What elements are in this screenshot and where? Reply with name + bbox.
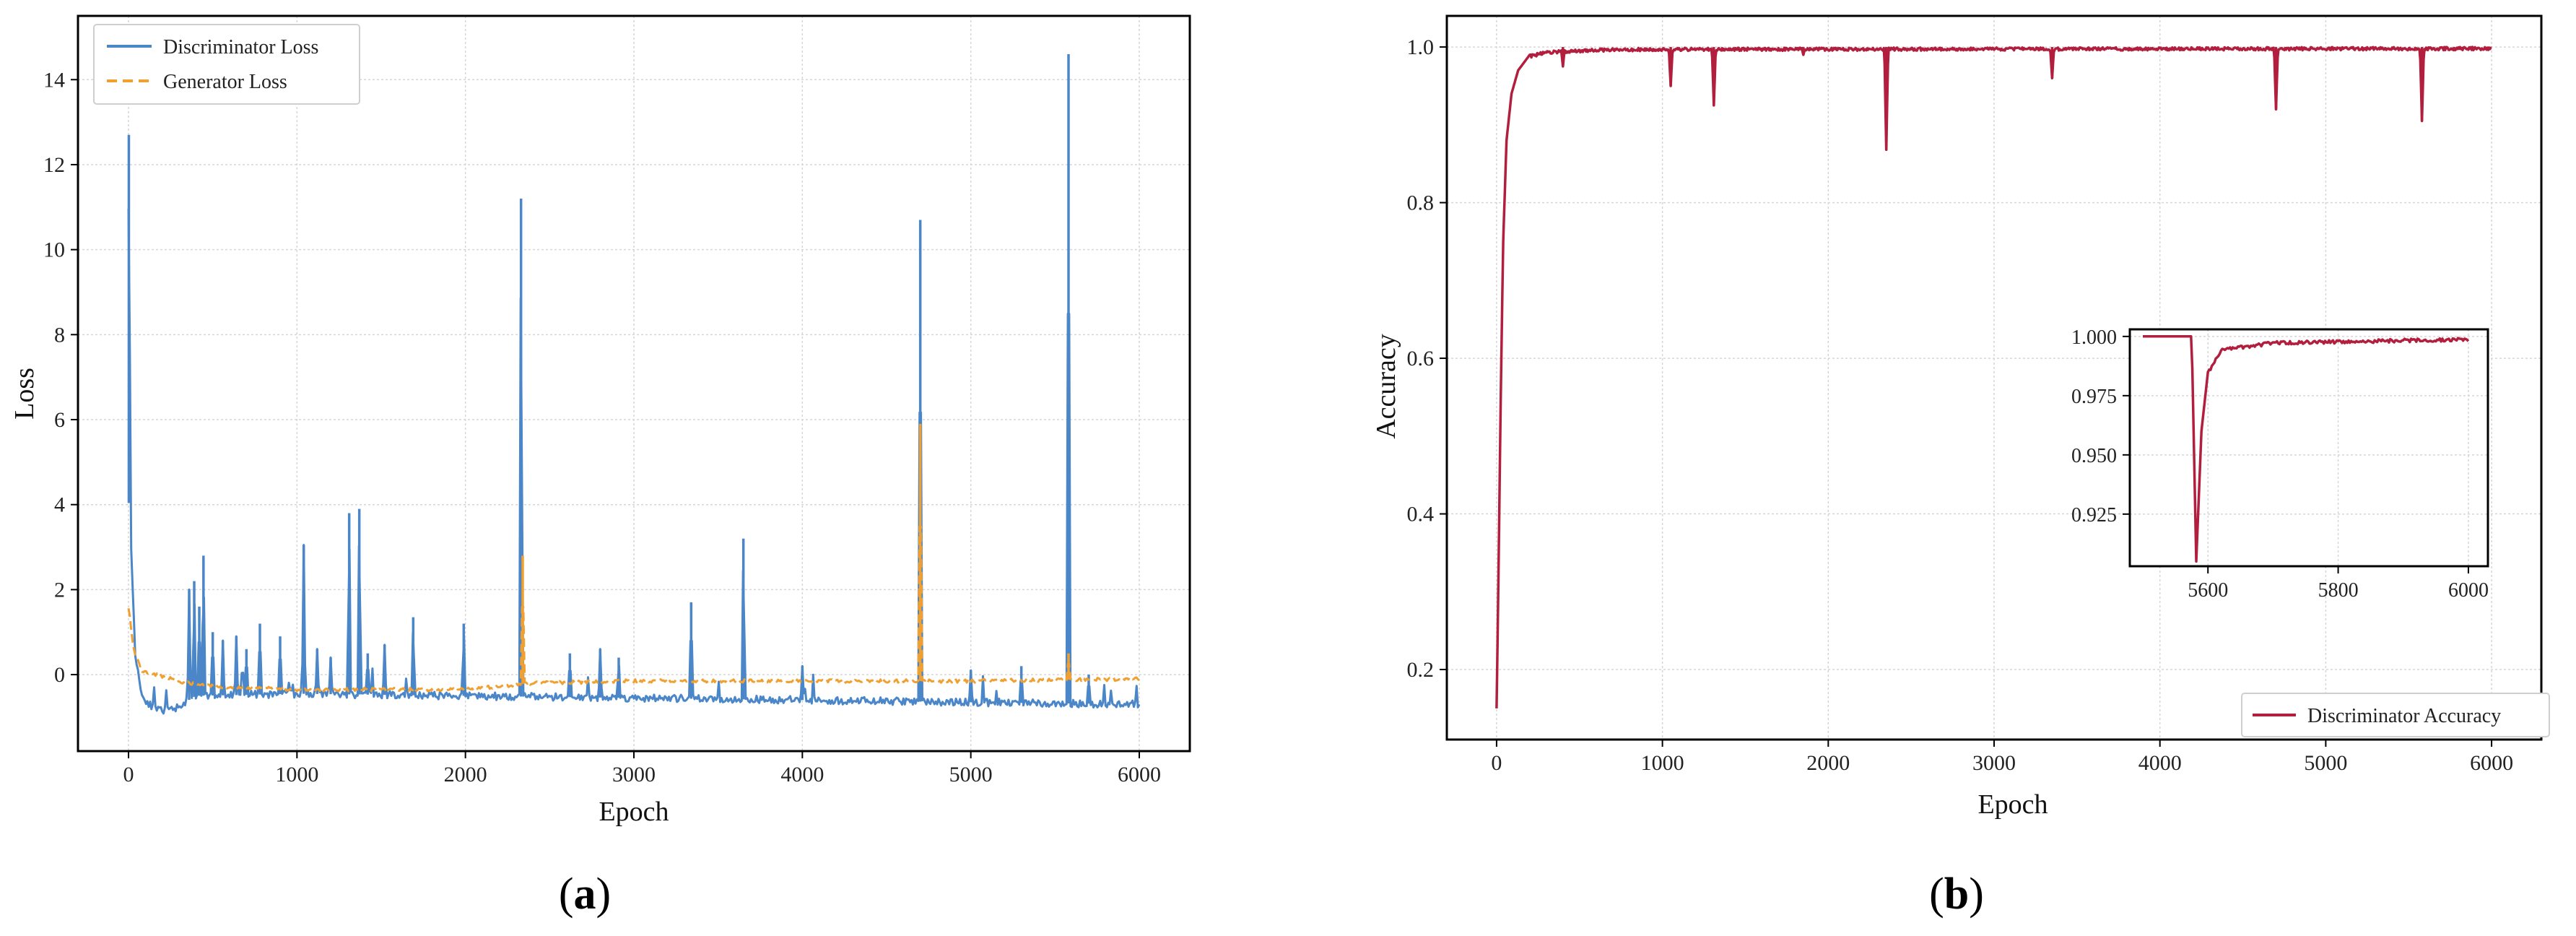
panel-a-x-axis-label: Epoch [599,797,669,827]
panel-b-x-ticks: 0 1000 2000 3000 4000 5000 6000 [1491,740,2513,775]
panel-a-x-tick-label: 1000 [275,763,318,786]
panel-a-x-tick-label: 6000 [1118,763,1161,786]
panel-a-y-tick-label: 8 [54,323,65,347]
panel-a-legend-box [93,24,360,105]
inset-y-ticks: 0.925 0.950 0.975 1.000 [2071,326,2130,526]
panel-a-x-ticks: 0 1000 2000 3000 4000 5000 6000 [123,751,1161,786]
panel-a-x-tick-label: 4000 [780,763,824,786]
panel-b-y-tick-label: 0.4 [1407,503,1435,526]
panel-a-y-tick-label: 14 [43,68,65,92]
discriminator-accuracy-line [1495,46,2492,708]
panel-b-x-tick-label: 1000 [1641,751,1684,775]
inset-grid [2130,329,2488,566]
panel-b-y-axis-label: Accuracy [1371,334,1401,439]
legend-generator-loss-label: Generator Loss [163,71,287,93]
panel-b-y-tick-label: 1.0 [1407,35,1435,59]
panel-b-legend: Discriminator Accuracy [2241,693,2550,737]
panel-a-y-axis-label: Loss [9,368,40,420]
panel-a-loss-chart: 0 1000 2000 3000 4000 5000 6000 0 2 4 6 8 10 12 14 Ep… [9,14,1191,919]
panel-a-y-tick-label: 4 [54,493,65,517]
panel-b-x-tick-label: 2000 [1806,751,1850,775]
panel-b-inset-zoom: 5600 5800 6000 0.925 0.950 0.975 1.000 [2071,326,2489,602]
panel-b-x-tick-label: 3000 [1972,751,2016,775]
panel-a-plot-area [127,53,1141,715]
panel-a-y-tick-label: 6 [54,408,65,432]
panel-a-legend: Discriminator Loss Generator Loss [93,24,360,105]
inset-x-ticks: 5600 5800 6000 [2188,566,2489,602]
inset-y-tick-label: 0.950 [2071,445,2117,467]
panel-a-x-tick-label: 3000 [612,763,656,786]
inset-x-tick-label: 6000 [2448,579,2489,602]
panel-a-y-tick-label: 10 [43,238,65,262]
panel-b-y-ticks: 0.2 0.4 0.6 0.8 1.0 [1407,35,1447,682]
panel-a-x-tick-label: 2000 [444,763,487,786]
inset-accuracy-line [2143,335,2470,563]
panel-a-grid [78,16,1190,751]
panel-b-grid [1447,16,2541,740]
inset-frame [2128,328,2489,568]
panel-a-x-tick-label: 5000 [949,763,993,786]
legend-discriminator-loss-label: Discriminator Loss [163,36,318,58]
panel-b-plot-area [1495,46,2492,708]
inset-y-tick-label: 0.975 [2071,386,2117,408]
panel-a-y-ticks: 0 2 4 6 8 10 12 14 [43,68,78,687]
inset-plot-area [2143,335,2470,563]
panel-b-y-tick-label: 0.2 [1407,658,1435,682]
panel-b-legend-box [2241,693,2550,737]
panel-b-x-tick-label: 0 [1491,751,1502,775]
panel-b-x-tick-label: 4000 [2138,751,2182,775]
generator-loss-line [127,525,1140,693]
panel-b-x-axis-label: Epoch [1977,789,2048,820]
inset-background [2130,329,2488,566]
panel-a-y-tick-label: 0 [54,663,65,687]
inset-x-tick-label: 5800 [2318,579,2359,602]
panel-a-caption: (a) [559,870,611,919]
panel-b-y-tick-label: 0.6 [1407,347,1435,370]
inset-y-tick-label: 0.925 [2071,504,2117,526]
panel-a-y-tick-label: 12 [43,153,65,177]
panel-b-x-tick-label: 6000 [2470,751,2513,775]
inset-x-tick-label: 5600 [2188,579,2228,602]
panel-b-caption: (b) [1929,870,1984,919]
panel-a-x-tick-label: 0 [123,763,134,786]
inset-y-tick-label: 1.000 [2071,326,2117,349]
panel-b-x-tick-label: 5000 [2304,751,2347,775]
panel-b-accuracy-chart: 0 1000 2000 3000 4000 5000 6000 0.2 0.4 0.6 0.8 1.… [1371,14,2550,919]
panel-b-y-tick-label: 0.8 [1407,191,1435,215]
panel-a-y-tick-label: 2 [54,578,65,602]
legend-discriminator-accuracy-label: Discriminator Accuracy [2307,705,2501,727]
